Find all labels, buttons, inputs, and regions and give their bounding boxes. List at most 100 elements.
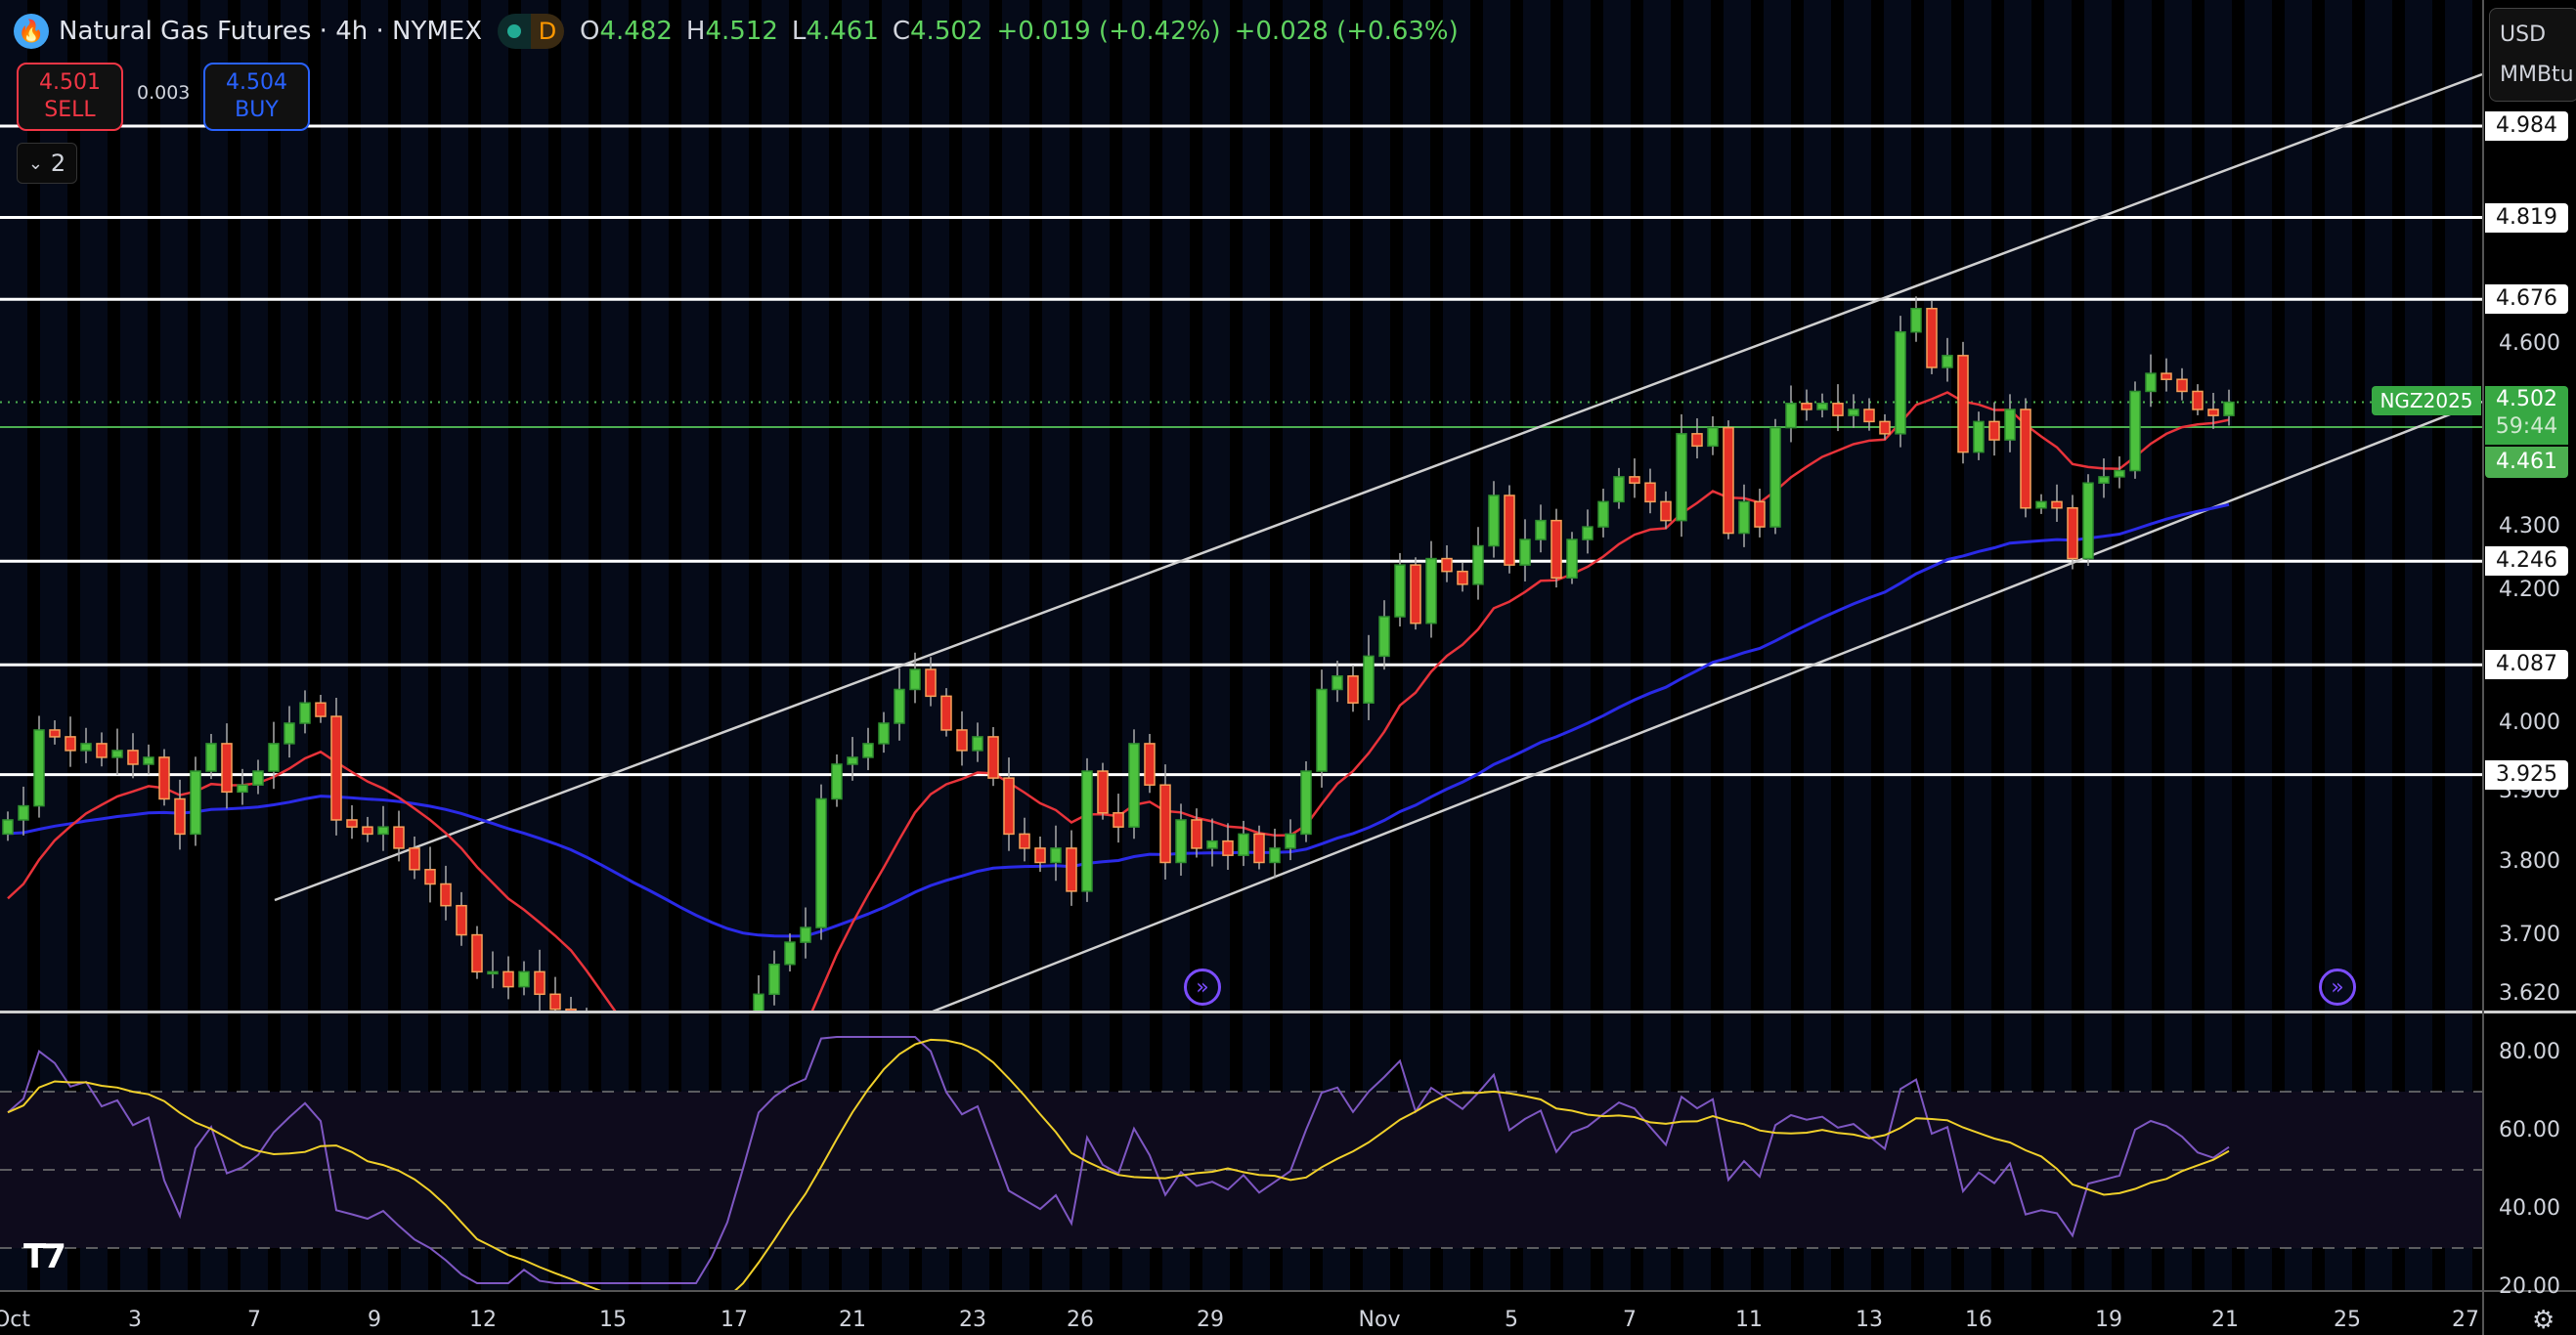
close-value: 4.502 <box>910 17 983 46</box>
time-axis-label: 17 <box>720 1308 748 1332</box>
sell-button[interactable]: 4.501 SELL <box>17 63 123 131</box>
session-background <box>0 0 2482 1290</box>
time-axis-label: 9 <box>368 1308 381 1332</box>
goto-realtime-icon[interactable]: » <box>1184 969 1221 1006</box>
goto-realtime-icon[interactable]: » <box>2319 969 2356 1006</box>
candle-down <box>1410 564 1421 624</box>
candle-up <box>2082 482 2094 560</box>
session-badge: D <box>531 14 565 49</box>
time-axis-label: 5 <box>1505 1308 1518 1332</box>
candle-down <box>582 1032 591 1086</box>
candle-down <box>1629 476 1640 484</box>
candle-up <box>1128 743 1140 828</box>
pane-separator[interactable] <box>0 1011 2576 1013</box>
price-tick-label: 4.300 <box>2499 514 2560 539</box>
price-chart[interactable] <box>0 0 2482 1290</box>
level-price-label: 4.087 <box>2485 650 2568 680</box>
candle-up <box>1942 355 1953 368</box>
candle-up <box>1472 544 1484 585</box>
candle-up <box>1175 819 1187 864</box>
symbol-title[interactable]: Natural Gas Futures · 4h · NYMEX <box>59 17 483 46</box>
rsi-tick-label: 20.00 <box>2499 1274 2560 1299</box>
candle-up <box>1535 519 1547 540</box>
settings-gear-icon[interactable]: ⚙ <box>2532 1306 2555 1335</box>
candle-up <box>1738 500 1750 535</box>
ema-slow-line <box>7 502 2230 938</box>
time-axis-label: Oct <box>0 1308 31 1332</box>
high-value: 4.512 <box>705 17 778 46</box>
candle-down <box>925 668 937 698</box>
candle-up <box>1206 840 1218 849</box>
time-axis-label: 3 <box>128 1308 142 1332</box>
candle-up <box>18 804 29 821</box>
time-axis-label: 29 <box>1197 1308 1224 1332</box>
candle-down <box>409 847 420 871</box>
candle-down <box>440 883 452 907</box>
candle-up <box>1394 564 1406 618</box>
candle-up <box>268 743 280 772</box>
candle-down <box>2207 409 2219 416</box>
channel-lower-line <box>932 400 2482 1013</box>
candle-up <box>33 729 45 807</box>
candle-down <box>1159 784 1171 864</box>
candle-down <box>127 750 139 765</box>
candles <box>2 296 2235 1086</box>
time-axis-label: 7 <box>1623 1308 1637 1332</box>
candle-down <box>956 729 968 752</box>
price-tick-label: 4.000 <box>2499 710 2560 735</box>
sell-price: 4.501 <box>39 70 101 95</box>
price-tick-label: 3.620 <box>2499 981 2560 1007</box>
indicators-toggle-button[interactable]: ⌄ 2 <box>17 143 77 184</box>
buy-button[interactable]: 4.504 BUY <box>203 63 310 131</box>
candle-down <box>1253 833 1265 864</box>
candle-up <box>1582 526 1594 540</box>
candle-down <box>424 869 436 885</box>
price-change: +0.019 (+0.42%) <box>996 17 1221 46</box>
candle-up <box>1519 538 1531 566</box>
symbol-price-label: NGZ2025 <box>2372 386 2481 415</box>
candle-down <box>1191 819 1202 849</box>
candle-down <box>1644 482 1656 503</box>
candle-up <box>190 770 201 836</box>
candle-up <box>237 784 248 794</box>
candle-down <box>49 729 61 738</box>
time-axis-label: 23 <box>959 1308 986 1332</box>
candle-up <box>862 743 874 758</box>
candle-down <box>1550 519 1562 580</box>
candle-up <box>972 736 983 752</box>
price-tick-label: 4.600 <box>2499 330 2560 356</box>
candle-down <box>1988 420 2000 441</box>
candle-up <box>1378 616 1390 658</box>
rsi-pane <box>0 1036 2482 1290</box>
candle-down <box>1504 495 1515 566</box>
rsi-line <box>7 1036 2230 1284</box>
candle-up <box>1707 426 1719 448</box>
time-axis-label: 21 <box>839 1308 866 1332</box>
rsi-tick-label: 80.00 <box>2499 1040 2560 1064</box>
level-price-label: 4.819 <box>2485 202 2568 233</box>
chevron-down-icon: ⌄ <box>27 152 43 174</box>
candle-down <box>2161 372 2172 380</box>
candle-down <box>1863 409 1875 423</box>
candle-up <box>815 797 827 928</box>
currency-unit-button[interactable]: USD MMBtu <box>2489 8 2576 102</box>
candle-up <box>1316 688 1328 772</box>
candle-down <box>1723 426 1734 535</box>
time-axis-label: 11 <box>1735 1308 1763 1332</box>
candle-down <box>393 826 405 849</box>
buy-label: BUY <box>235 98 279 122</box>
market-status-badge[interactable]: D <box>498 14 565 49</box>
rsi-tick-label: 40.00 <box>2499 1196 2560 1221</box>
open-value: 4.482 <box>599 17 673 46</box>
time-axis-label: 25 <box>2334 1308 2361 1332</box>
candle-up <box>2 819 14 836</box>
low-price-label: 4.461 <box>2485 447 2568 478</box>
level-price-label: 3.925 <box>2485 759 2568 790</box>
tradingview-logo[interactable]: T7 <box>23 1237 66 1276</box>
level-price-label: 4.984 <box>2485 111 2568 141</box>
candle-down <box>1691 433 1703 448</box>
candle-down <box>2067 507 2078 560</box>
candle-down <box>1003 777 1015 836</box>
candle-up <box>1769 426 1781 528</box>
candle-up <box>1597 500 1609 528</box>
